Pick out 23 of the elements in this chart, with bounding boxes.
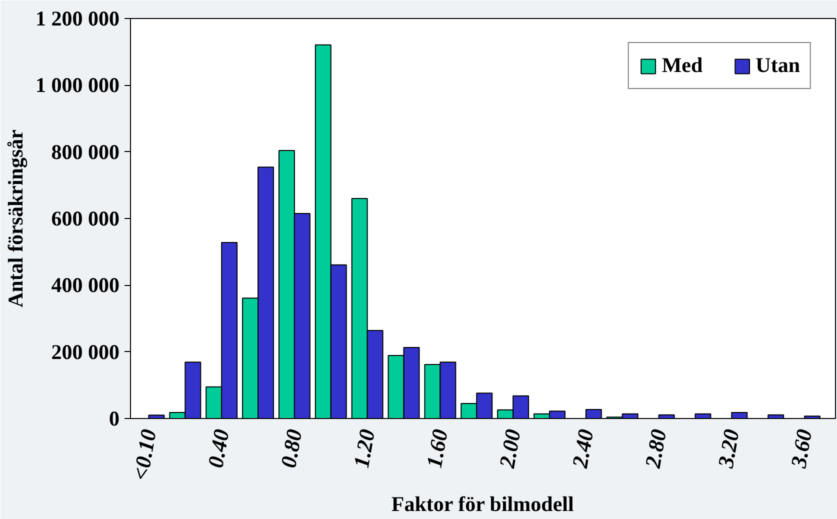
y-tick-label: 800 000 bbox=[51, 140, 120, 164]
x-tick-label: 0.40 bbox=[202, 427, 234, 470]
x-tick-label: <0.10 bbox=[128, 427, 162, 482]
legend-label: Utan bbox=[756, 53, 800, 78]
y-tick-label: 200 000 bbox=[51, 340, 120, 364]
x-tick-label: 2.40 bbox=[566, 427, 598, 471]
y-tick-label: 600 000 bbox=[51, 206, 120, 230]
legend-label: Med bbox=[662, 53, 703, 78]
x-tick-label: 3.20 bbox=[712, 427, 744, 471]
bar bbox=[731, 412, 748, 418]
y-tick-label: 1 200 000 bbox=[36, 6, 120, 30]
x-axis-title: Faktor för bilmodell bbox=[391, 492, 574, 516]
x-tick-label: 2.80 bbox=[640, 427, 672, 471]
x-tick-label: 1.60 bbox=[421, 427, 453, 470]
x-tick-label: 0.80 bbox=[276, 427, 307, 470]
x-tick-label: 2.00 bbox=[494, 427, 526, 471]
y-tick-label: 400 000 bbox=[51, 273, 120, 298]
x-tick-label: 3.60 bbox=[786, 427, 817, 471]
x-tick-label: 1.20 bbox=[348, 427, 380, 470]
bar bbox=[585, 409, 602, 418]
y-tick-label: 1 000 000 bbox=[36, 73, 120, 98]
y-axis-title: Antal försäkringsår bbox=[4, 130, 28, 308]
y-tick-label: 0 bbox=[109, 406, 120, 430]
